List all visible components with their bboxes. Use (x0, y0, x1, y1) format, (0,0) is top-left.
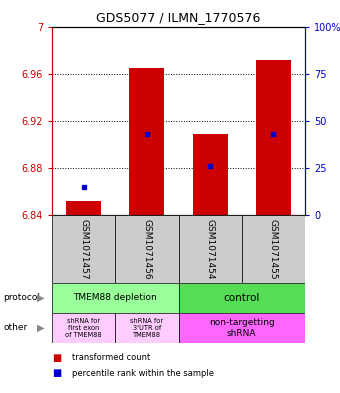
Title: GDS5077 / ILMN_1770576: GDS5077 / ILMN_1770576 (96, 11, 261, 24)
Bar (256, 60, 291, 215)
Text: non-targetting
shRNA: non-targetting shRNA (209, 318, 275, 338)
Text: GSM1071454: GSM1071454 (206, 219, 215, 279)
Bar (52, 215, 115, 283)
Bar (115, 313, 178, 343)
Text: other: other (3, 323, 28, 332)
Bar (115, 215, 178, 283)
Bar (193, 134, 227, 215)
Bar (52, 313, 115, 343)
Text: shRNA for
3'UTR of
TMEM88: shRNA for 3'UTR of TMEM88 (130, 318, 164, 338)
Bar (178, 313, 305, 343)
Text: transformed count: transformed count (72, 353, 151, 362)
Bar (52, 283, 178, 313)
Text: percentile rank within the sample: percentile rank within the sample (72, 369, 215, 378)
Bar (242, 215, 305, 283)
Text: protocol: protocol (3, 294, 40, 303)
Text: ■: ■ (52, 353, 61, 363)
Text: shRNA for
first exon
of TMEM88: shRNA for first exon of TMEM88 (65, 318, 102, 338)
Text: control: control (224, 293, 260, 303)
Bar (130, 68, 164, 215)
Bar (178, 215, 242, 283)
Text: GSM1071457: GSM1071457 (79, 219, 88, 279)
Text: GSM1071455: GSM1071455 (269, 219, 278, 279)
Text: ▶: ▶ (36, 323, 44, 333)
Text: ■: ■ (52, 368, 61, 378)
Bar (66, 201, 101, 215)
Text: TMEM88 depletion: TMEM88 depletion (73, 294, 157, 303)
Text: GSM1071456: GSM1071456 (142, 219, 151, 279)
Bar (178, 283, 305, 313)
Text: ▶: ▶ (36, 293, 44, 303)
